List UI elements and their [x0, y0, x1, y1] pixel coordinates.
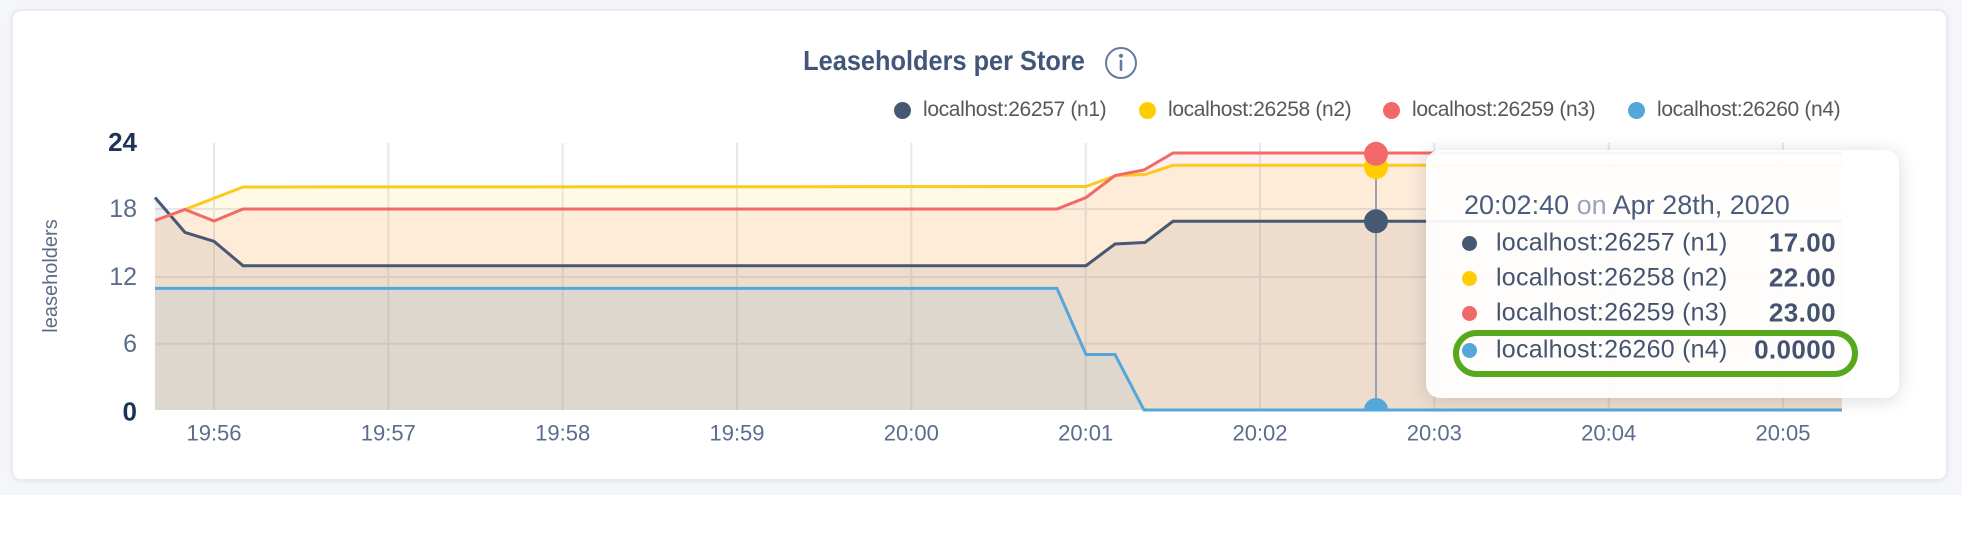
svg-text:20:01: 20:01: [1058, 421, 1113, 446]
svg-text:24: 24: [108, 127, 137, 157]
svg-text:18: 18: [109, 195, 137, 223]
svg-text:6: 6: [123, 330, 137, 358]
svg-text:12: 12: [109, 263, 137, 291]
svg-text:0: 0: [123, 397, 137, 427]
svg-text:20:05: 20:05: [1755, 421, 1810, 446]
svg-text:leaseholders: leaseholders: [40, 219, 62, 332]
svg-text:19:57: 19:57: [361, 421, 416, 446]
svg-text:19:59: 19:59: [709, 421, 764, 446]
svg-text:20:02: 20:02: [1232, 421, 1287, 446]
svg-text:20:03: 20:03: [1407, 421, 1462, 446]
svg-text:20:00: 20:00: [884, 421, 939, 446]
svg-text:19:58: 19:58: [535, 421, 590, 446]
svg-text:20:04: 20:04: [1581, 421, 1636, 446]
svg-text:19:56: 19:56: [186, 421, 241, 446]
